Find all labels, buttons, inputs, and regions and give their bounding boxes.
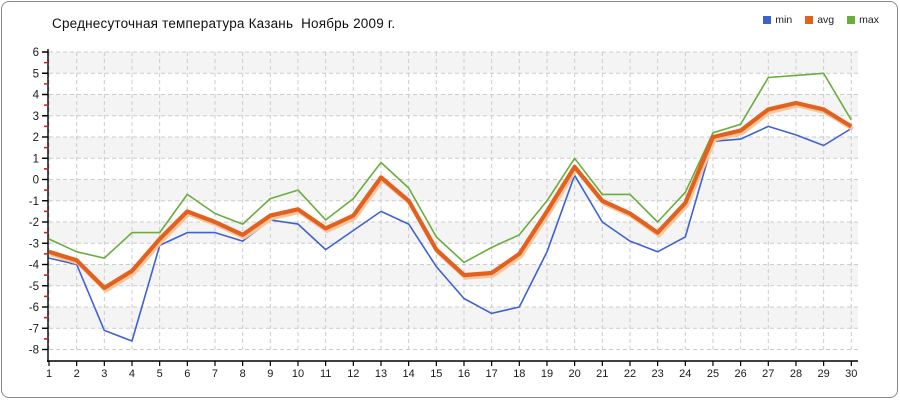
x-tick-label: 27 [762, 368, 774, 380]
legend-item-min: min [763, 14, 792, 26]
x-tick-label: 24 [679, 368, 691, 380]
x-tick-label: 5 [157, 368, 163, 380]
legend-item-max: max [847, 14, 879, 26]
x-tick-label: 26 [735, 368, 747, 380]
x-tick-label: 29 [818, 368, 830, 380]
x-tick-label: 23 [652, 368, 664, 380]
x-tick-label: 8 [240, 368, 246, 380]
max-series-line [48, 72, 852, 264]
legend-item-avg: avg [805, 14, 834, 26]
x-tick-label: 19 [541, 368, 553, 380]
x-tick-label: 1 [46, 368, 52, 380]
y-axis: -8 -7 -6 -5 -4 -3 -2 -1 0 1 2 3 4 5 6 [29, 47, 49, 362]
y-tick-label: 4 [33, 90, 40, 102]
x-tick-label: 12 [347, 368, 359, 380]
y-tick-label: 2 [33, 132, 39, 144]
y-tick-label: -6 [29, 302, 39, 314]
legend: min avg max [763, 14, 879, 26]
x-tick-label: 15 [430, 368, 442, 380]
x-tick-label: 2 [74, 368, 80, 380]
x-tick-label: 28 [790, 368, 802, 380]
x-axis: 1 2 3 4 5 6 7 8 9 10 11 12 13 14 15 16 17 18 19 20 21 22 23 24 2… [46, 360, 858, 380]
y-tick-label: -4 [29, 260, 40, 272]
x-tick-label: 18 [513, 368, 525, 380]
x-tick-label: 22 [624, 368, 636, 380]
x-tick-label: 30 [845, 368, 857, 380]
zebra-bands [49, 52, 858, 329]
chart-title: Среднесуточная температура Казань Ноябрь… [52, 16, 396, 31]
y-tick-label: -7 [29, 323, 39, 335]
x-tick-label: 14 [403, 368, 415, 380]
y-tick-label: 6 [33, 47, 39, 59]
x-tick-label: 6 [184, 368, 190, 380]
x-tick-label: 21 [596, 368, 608, 380]
min-swatch-icon [763, 16, 772, 24]
gridlines [48, 51, 858, 350]
x-tick-label: 4 [129, 368, 135, 380]
x-tick-label: 10 [292, 368, 304, 380]
y-tick-label: -3 [29, 238, 39, 250]
x-tick-label: 9 [267, 368, 273, 380]
y-tick-label: -5 [29, 281, 39, 293]
y-tick-label: -8 [29, 345, 39, 357]
avg-swatch-icon [805, 16, 814, 24]
avg-series-line [48, 100, 853, 290]
y-tick-label: 5 [33, 68, 39, 80]
legend-label-max: max [859, 14, 879, 26]
max-swatch-icon [847, 16, 856, 24]
legend-label-min: min [775, 14, 793, 26]
x-tick-label: 7 [212, 368, 218, 380]
y-tick-label: -2 [29, 217, 39, 229]
x-tick-label: 25 [707, 368, 719, 380]
x-tick-label: 17 [486, 368, 498, 380]
y-tick-label: 1 [33, 153, 39, 165]
y-tick-label: -1 [29, 196, 39, 208]
x-tick-label: 16 [458, 368, 470, 380]
x-tick-label: 3 [101, 368, 107, 380]
x-tick-label: 20 [569, 368, 581, 380]
x-tick-label: 13 [375, 368, 387, 380]
legend-label-avg: avg [817, 14, 835, 26]
x-tick-label: 11 [320, 368, 331, 380]
y-tick-label: 3 [33, 111, 39, 123]
y-tick-label: 0 [33, 175, 39, 187]
